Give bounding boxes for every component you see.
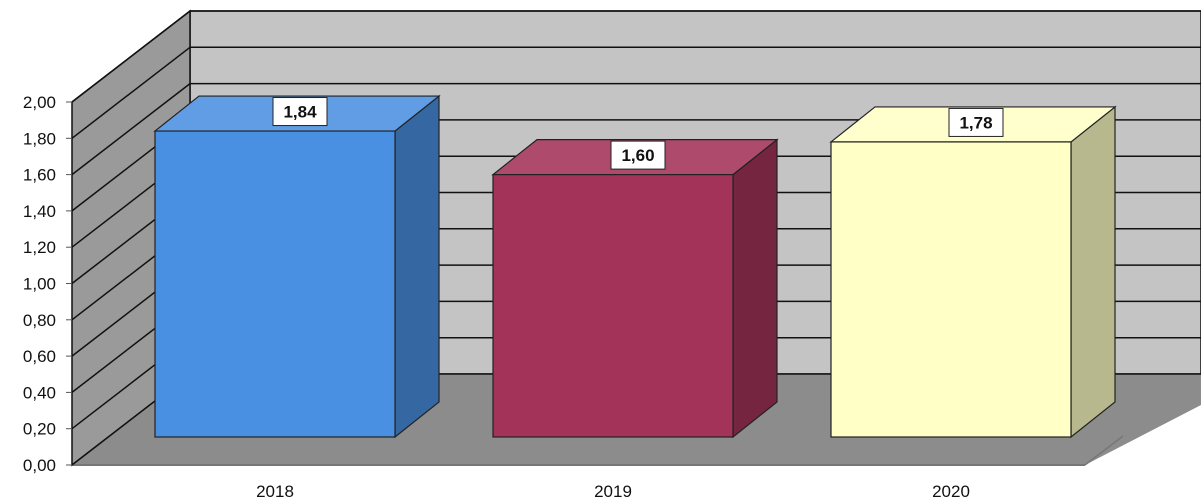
gridline-side xyxy=(71,10,191,103)
y-tick-label: 0,00 xyxy=(23,456,56,475)
data-label-box xyxy=(948,107,1004,137)
bar: 1,60 xyxy=(491,138,779,439)
data-label: 1,78 xyxy=(959,113,992,132)
bar: 1,78 xyxy=(829,105,1117,439)
y-tick-label: 1,00 xyxy=(23,275,56,294)
data-label: 1,84 xyxy=(283,103,317,122)
y-tick-label: 0,60 xyxy=(23,347,56,366)
y-tick-label: 1,60 xyxy=(23,166,56,185)
chart-bars: 1,84 1,60 1,78 xyxy=(153,94,1117,439)
floor-edge xyxy=(1084,435,1124,466)
bar-side xyxy=(1070,105,1116,439)
y-tick-label: 1,40 xyxy=(23,202,56,221)
data-label-box xyxy=(272,97,328,127)
bar-front xyxy=(830,141,1072,438)
gridline-side xyxy=(71,83,191,176)
x-category-label: 2018 xyxy=(256,482,294,501)
y-tick-label: 2,00 xyxy=(23,93,56,112)
y-tick-label: 0,80 xyxy=(23,311,56,330)
x-axis-labels: 2018 2019 2020 xyxy=(256,482,970,501)
bar-front xyxy=(154,130,396,438)
data-label: 1,60 xyxy=(621,146,654,165)
y-tick-label: 0,20 xyxy=(23,420,56,439)
bar-front xyxy=(492,174,734,438)
bar-side xyxy=(732,138,778,439)
y-tick-label: 1,80 xyxy=(23,129,56,148)
x-category-label: 2020 xyxy=(932,482,970,501)
bar: 1,84 xyxy=(153,94,441,439)
y-tick-label: 0,40 xyxy=(23,383,56,402)
y-tick-label: 1,20 xyxy=(23,238,56,257)
bar-side xyxy=(394,94,440,439)
x-category-label: 2019 xyxy=(594,482,632,501)
gridline-side xyxy=(71,46,191,139)
data-label-box xyxy=(610,140,666,170)
y-axis-ticks: 0,00 0,20 0,40 0,60 0,80 1,00 1,20 1,40 1,60 1,80… xyxy=(23,93,72,475)
